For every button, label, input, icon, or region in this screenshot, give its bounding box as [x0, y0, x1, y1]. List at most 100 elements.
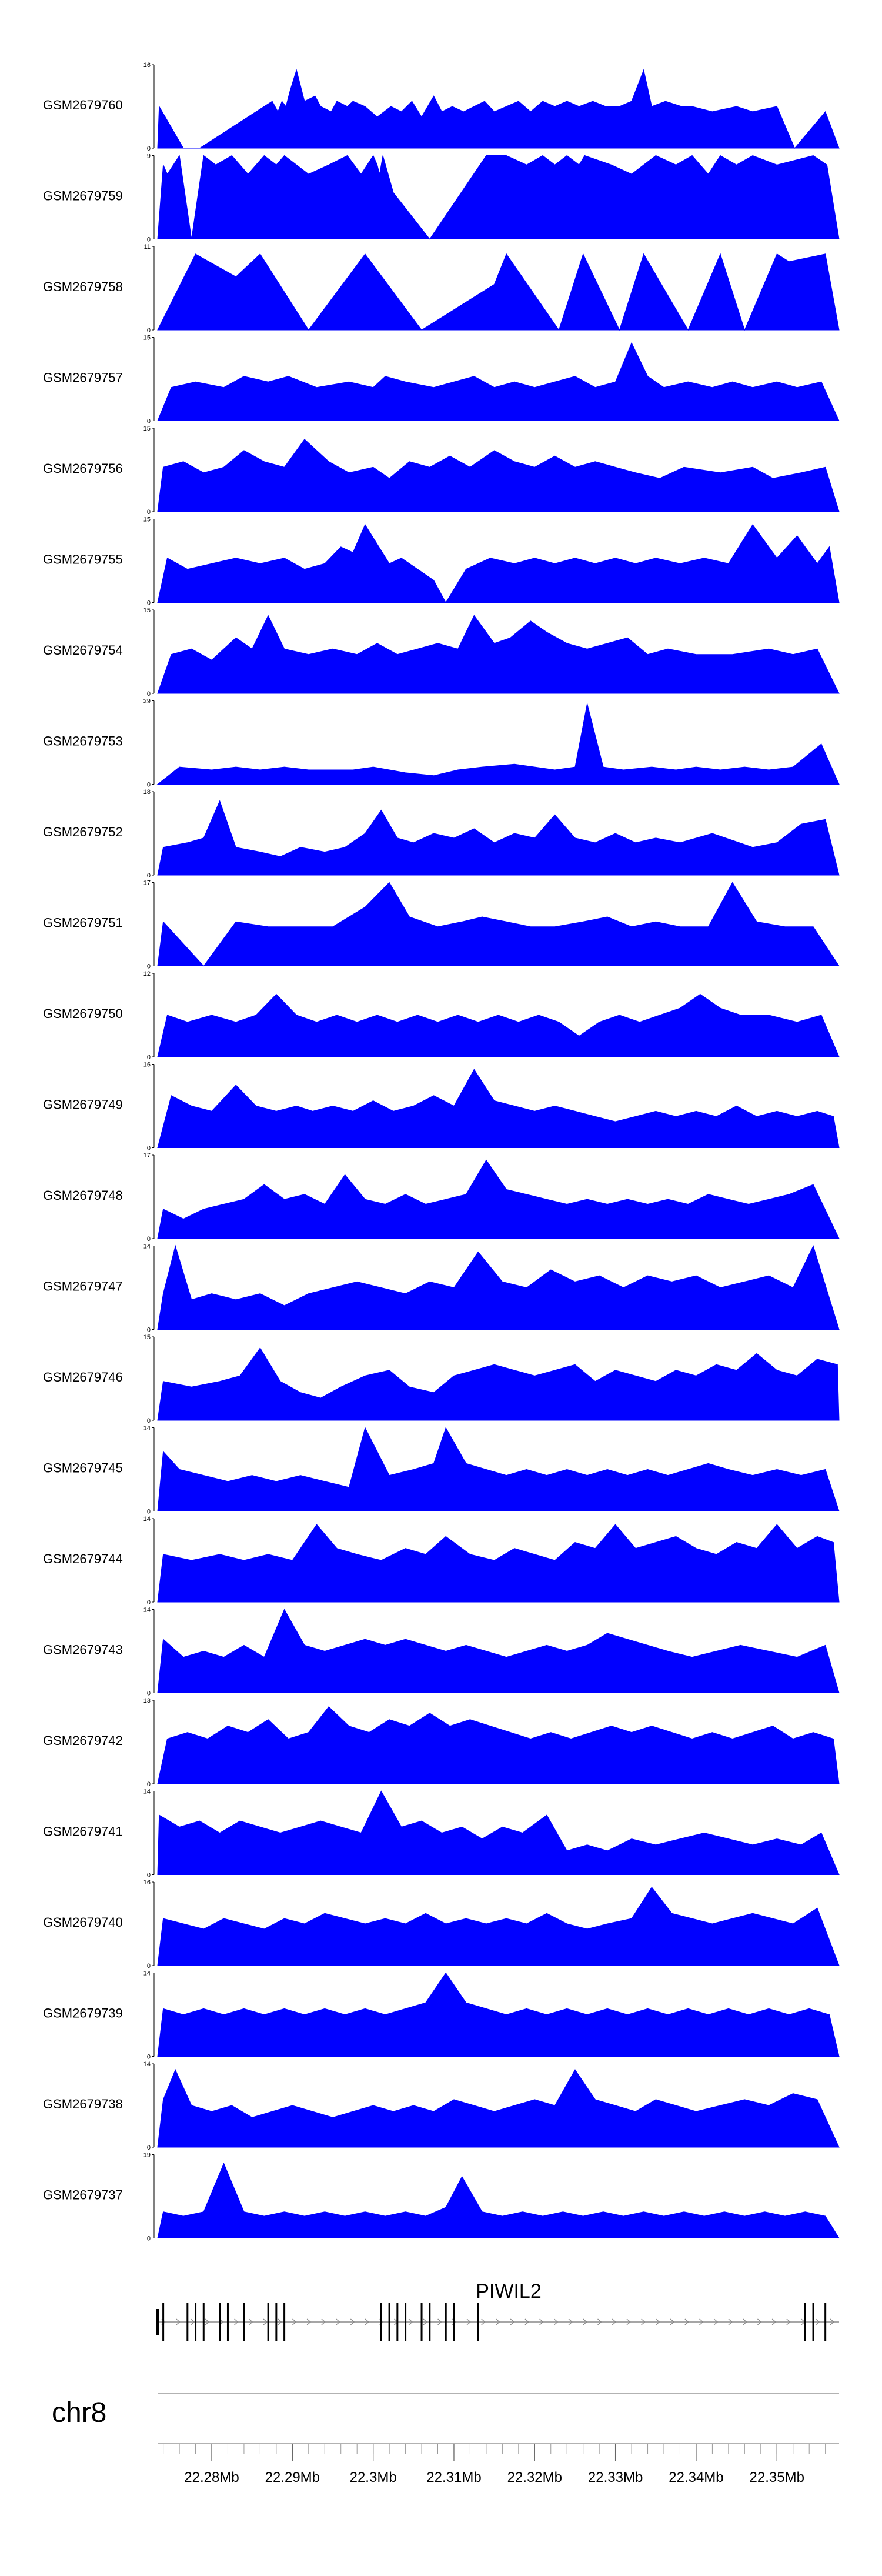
track-sample-label: GSM2679741 [43, 1824, 123, 1839]
track-sample-label: GSM2679743 [43, 1643, 123, 1657]
strand-arrow-icon [670, 2318, 675, 2325]
track-sample-label: GSM2679754 [43, 643, 123, 658]
strand-arrow-icon [553, 2318, 559, 2325]
coverage-area [157, 882, 840, 967]
axis-tick-label: 22.28Mb [184, 2470, 239, 2485]
y-max-label: 15 [143, 607, 151, 614]
coverage-area [157, 1069, 840, 1148]
coverage-track: GSM2679739 14 0 [43, 1970, 840, 2061]
coverage-track: GSM2679755 15 0 [43, 516, 840, 607]
gene-exon [445, 2303, 447, 2341]
track-sample-label: GSM2679749 [43, 1097, 123, 1112]
strand-arrow-icon [583, 2318, 587, 2325]
coverage-area [157, 1972, 840, 2057]
y-max-label: 14 [143, 1970, 151, 1977]
gene-exon [202, 2303, 205, 2341]
coverage-track: GSM2679760 16 0 [43, 62, 840, 152]
axis-tick-label: 22.31Mb [426, 2470, 481, 2485]
strand-arrow-icon [757, 2318, 762, 2325]
coverage-area [157, 155, 840, 240]
gene-model-track: PIWIL2 [156, 2280, 839, 2341]
strand-arrow-icon [641, 2318, 646, 2325]
coverage-track: GSM2679754 15 0 [43, 607, 840, 698]
y-min-label: 0 [147, 1145, 151, 1152]
y-min-label: 0 [147, 1054, 151, 1061]
strand-arrow-icon [713, 2318, 719, 2325]
coverage-track: GSM2679741 14 0 [43, 1788, 840, 1879]
axis-tick-label: 22.34Mb [669, 2470, 723, 2485]
y-min-label: 0 [147, 1872, 151, 1879]
strand-arrow-icon [336, 2318, 340, 2325]
y-max-label: 14 [143, 1607, 151, 1614]
coverage-area [157, 342, 840, 421]
y-max-label: 9 [147, 153, 151, 160]
coverage-track: GSM2679738 14 0 [43, 2061, 840, 2151]
coverage-area [157, 615, 840, 694]
gene-exon [405, 2303, 407, 2341]
strand-arrow-icon [408, 2318, 413, 2325]
track-sample-label: GSM2679755 [43, 552, 123, 567]
track-sample-label: GSM2679738 [43, 2097, 123, 2111]
track-sample-label: GSM2679748 [43, 1188, 123, 1203]
y-min-label: 0 [147, 2054, 151, 2061]
y-max-label: 16 [143, 1879, 151, 1886]
strand-arrow-icon [350, 2318, 355, 2325]
y-min-label: 0 [147, 2235, 151, 2243]
y-min-label: 0 [147, 1327, 151, 1334]
y-max-label: 18 [143, 789, 151, 796]
strand-arrow-icon [278, 2318, 282, 2325]
gene-exon [824, 2303, 827, 2341]
strand-arrow-icon [597, 2318, 602, 2325]
track-sample-label: GSM2679760 [43, 98, 123, 112]
track-sample-label: GSM2679751 [43, 916, 123, 930]
coverage-area [157, 1887, 840, 1966]
coverage-area [157, 1524, 840, 1603]
axis-tick-label: 22.35Mb [750, 2470, 804, 2485]
track-sample-label: GSM2679756 [43, 461, 123, 476]
coverage-area [157, 1244, 840, 1330]
coverage-area [157, 253, 840, 331]
y-min-label: 0 [147, 236, 151, 243]
strand-arrow-icon [263, 2318, 268, 2325]
gene-exon [388, 2303, 390, 2341]
gene-exon [219, 2303, 221, 2341]
y-min-label: 0 [147, 145, 151, 152]
strand-arrow-icon [626, 2318, 631, 2325]
coverage-area [157, 993, 840, 1057]
y-min-label: 0 [147, 418, 151, 425]
strand-arrow-icon [568, 2318, 573, 2325]
y-max-label: 17 [143, 880, 151, 887]
strand-arrow-icon [248, 2318, 253, 2325]
track-sample-label: GSM2679737 [43, 2188, 123, 2203]
coverage-area [157, 1609, 840, 1693]
gene-exon [186, 2303, 189, 2341]
y-max-label: 15 [143, 516, 151, 523]
strand-arrow-icon [365, 2318, 370, 2325]
track-sample-label: GSM2679740 [43, 1915, 123, 1930]
coverage-area [157, 800, 840, 876]
strand-arrow-icon [496, 2318, 500, 2325]
coverage-tracks: GSM2679760160GSM267975990GSM2679758110GS… [43, 62, 840, 2243]
y-min-label: 0 [147, 872, 151, 879]
gene-exon [195, 2303, 197, 2341]
gene-exon [267, 2303, 269, 2341]
strand-arrow-icon [786, 2318, 791, 2325]
track-sample-label: GSM2679739 [43, 2006, 123, 2021]
strand-arrow-icon [539, 2318, 544, 2325]
coverage-track: GSM2679742 13 0 [43, 1697, 840, 1788]
track-sample-label: GSM2679759 [43, 189, 123, 203]
strand-arrow-icon [205, 2318, 210, 2325]
y-min-label: 0 [147, 1236, 151, 1243]
y-min-label: 0 [147, 1417, 151, 1424]
coverage-area [157, 2163, 840, 2238]
track-sample-label: GSM2679753 [43, 734, 123, 749]
coverage-track: GSM2679752 18 0 [43, 789, 840, 879]
y-max-label: 15 [143, 425, 151, 432]
y-max-label: 14 [143, 1425, 151, 1432]
coverage-track: GSM2679759 9 0 [43, 153, 840, 243]
track-sample-label: GSM2679742 [43, 1733, 123, 1748]
coverage-track: GSM2679743 14 0 [43, 1607, 840, 1697]
strand-arrow-icon [684, 2318, 689, 2325]
coverage-track: GSM2679746 15 0 [43, 1334, 840, 1424]
